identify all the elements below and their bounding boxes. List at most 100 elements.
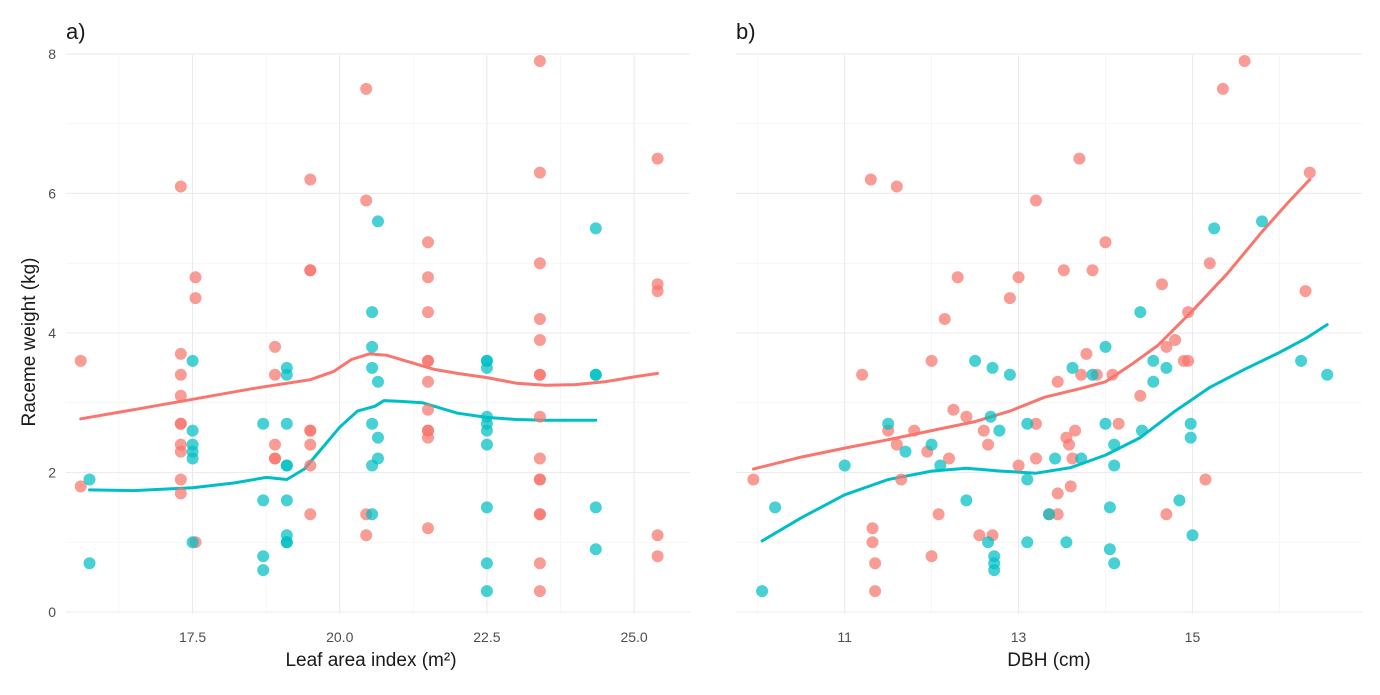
x-axis-title-a: Leaf area index (m²) [285,650,456,671]
data-point [1066,361,1079,374]
data-point [174,417,187,430]
data-point [422,522,434,535]
data-point [934,459,947,472]
y-tick-label: 0 [48,604,56,620]
data-point [899,445,912,458]
data-point [1030,417,1042,430]
data-point [1108,438,1121,451]
data-point [977,424,990,437]
x-tick-label: 15 [1185,629,1201,645]
data-point [280,417,293,430]
data-point [422,354,434,367]
data-point [1182,306,1195,319]
data-point [372,375,384,388]
y-tick-label: 4 [48,325,56,341]
data-point [533,508,546,521]
data-point [932,508,945,521]
data-point [533,557,546,570]
data-point [174,473,187,486]
panel-tag-a: a) [66,19,86,44]
data-point [360,529,373,542]
trend-line [88,399,598,493]
panel-a-x-ticks: 17.5 20.0 22.5 25.0 [179,629,648,645]
data-point [1160,508,1173,521]
data-point [973,529,986,542]
data-point [1051,508,1064,521]
data-point [1295,354,1308,367]
data-point [1182,354,1195,367]
data-point [908,424,921,437]
data-point [1147,354,1160,367]
data-point [186,354,199,367]
data-point [480,557,493,570]
data-point [366,340,379,353]
x-tick-label: 20.0 [326,629,353,645]
data-point [366,361,379,374]
panel-b-points [747,55,1334,598]
data-point [1063,438,1075,451]
data-point [951,271,964,284]
data-point [366,508,379,521]
data-point [269,452,281,465]
data-point [895,473,908,486]
data-point [422,403,434,416]
data-point [280,459,293,472]
data-point [1099,417,1112,430]
data-point [304,424,317,437]
data-point [986,361,999,374]
data-point [366,306,379,319]
data-point [269,368,281,381]
data-point [960,494,973,507]
data-point [1147,375,1160,388]
data-point [360,194,373,207]
x-tick-label: 11 [837,629,852,645]
data-point [533,473,546,486]
data-point [174,368,187,381]
data-point [533,55,546,67]
data-point [1021,536,1034,549]
data-point [304,508,317,521]
data-point [74,354,87,367]
data-point [938,313,951,325]
panel-a-trend-lines [79,352,660,493]
data-point [422,375,434,388]
data-point [422,431,434,444]
x-tick-label: 22.5 [473,629,500,645]
y-tick-label: 6 [48,185,56,201]
data-point [988,564,1001,577]
data-point [304,438,317,451]
data-point [1108,557,1121,570]
data-point [925,354,938,367]
data-point [1103,501,1116,514]
x-axis-title-b: DBH (cm) [1007,650,1090,671]
data-point [1099,236,1112,249]
data-point [280,368,293,381]
data-point [480,438,493,451]
data-point [257,417,270,430]
data-point [1060,536,1073,549]
data-point [1106,368,1119,381]
data-point [1173,494,1186,507]
data-point [769,501,782,514]
data-point [1134,306,1147,319]
data-point [83,473,96,486]
data-point [186,424,199,437]
data-point [651,529,664,542]
data-point [480,585,493,598]
panel-a-y-ticks: 0 2 4 6 8 [48,46,56,620]
data-point [1073,152,1086,165]
data-point [1043,508,1055,521]
data-point [533,452,546,465]
data-point [269,438,281,451]
data-point [257,564,270,577]
panel-tag-b: b) [736,19,756,44]
data-point [1303,166,1316,179]
data-point [866,522,879,535]
data-point [533,313,546,325]
y-tick-label: 8 [48,46,56,62]
panel-b-grid [736,53,1362,614]
x-tick-label: 13 [1011,629,1027,645]
data-point [1186,529,1199,542]
data-point [1184,417,1197,430]
data-point [174,347,187,360]
